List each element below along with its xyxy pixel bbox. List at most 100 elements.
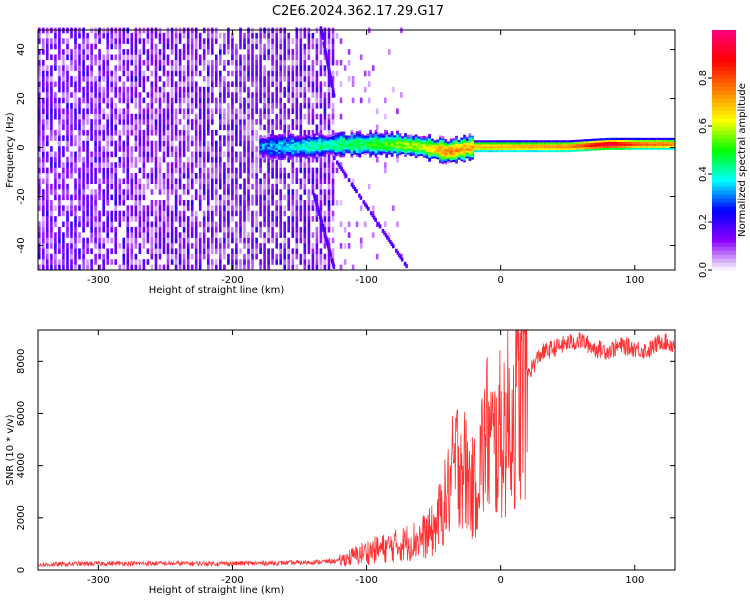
spectrogram-cell	[637, 145, 641, 148]
spectrogram-cell	[401, 144, 405, 147]
spectrogram-cell	[118, 54, 122, 61]
spectrogram-cell	[332, 264, 336, 269]
spectrogram-cell	[126, 103, 130, 109]
spectrogram-cell	[118, 146, 122, 152]
spectrogram-cell	[146, 54, 150, 61]
spectrogram-cell	[267, 97, 270, 104]
colorbar-segment	[712, 150, 736, 155]
spectrogram-cell	[42, 151, 45, 158]
spectrogram-cell	[275, 59, 278, 66]
spectrogram-cell	[154, 59, 158, 66]
spectrogram-cell	[243, 232, 246, 238]
colorbar-tick-label: 0.0	[698, 262, 709, 278]
spectrogram-cell	[118, 32, 122, 39]
spectrogram-cell	[178, 200, 182, 206]
spectrogram-cell	[307, 129, 311, 136]
spectrogram-cell	[227, 221, 230, 228]
spectrogram-cell	[433, 140, 437, 143]
colorbar-segment	[712, 154, 736, 159]
spectrogram-cell	[551, 144, 555, 147]
spectrogram-cell	[86, 259, 89, 265]
spectrogram-cell	[318, 156, 322, 159]
spectrogram-cell	[439, 161, 442, 164]
spectrogram-cell	[178, 140, 182, 147]
spectrogram-cell	[251, 49, 254, 55]
spectrogram-cell	[202, 248, 206, 254]
spectrogram-cell	[371, 137, 375, 140]
spectrogram-cell	[396, 250, 400, 255]
spectrogram-cell	[327, 43, 331, 50]
spectrogram-cell	[90, 119, 93, 125]
spectrogram-cell	[231, 210, 234, 217]
spectrogram-cell	[287, 205, 290, 211]
spectrogram-cell	[231, 49, 234, 55]
spectrogram-cell	[114, 70, 117, 77]
spectrogram-cell	[331, 76, 335, 82]
spectrogram-cell	[575, 147, 579, 150]
spectrogram-cell	[291, 151, 295, 154]
spectrogram-cell	[186, 140, 190, 147]
spectrogram-cell	[460, 149, 464, 152]
spectrogram-cell	[481, 140, 485, 143]
spectrogram-cell	[672, 147, 676, 150]
spectrogram-cell	[190, 140, 194, 147]
spectrogram-cell	[295, 38, 299, 44]
spectrogram-cell	[275, 178, 278, 184]
spectrogram-cell	[412, 135, 415, 138]
spectrogram-cell	[381, 228, 385, 233]
spectrogram-cell	[106, 38, 109, 44]
spectrogram-cell	[223, 32, 226, 39]
spectrogram-cell	[207, 119, 210, 125]
spectrogram-cell	[327, 221, 331, 228]
spectrogram-cell	[54, 216, 57, 222]
spectrogram-cell	[122, 146, 126, 152]
spectrogram-cell	[70, 49, 73, 55]
spectrogram-cell	[315, 243, 319, 249]
spectrogram-cell	[307, 248, 311, 254]
spectrogram-cell	[182, 70, 186, 77]
spectrogram-cell	[629, 139, 633, 142]
spectrogram-cell	[359, 54, 363, 61]
colorbar-segment	[712, 194, 736, 199]
spectrogram-cell	[202, 146, 206, 152]
spectrogram-cell	[312, 157, 316, 160]
spectrogram-cell	[94, 97, 97, 104]
spectrogram-cell	[355, 143, 359, 146]
spectrogram-cell	[74, 259, 77, 265]
spectrogram-cell	[460, 159, 464, 162]
spectrogram-cell	[219, 210, 222, 217]
spectrogram-cell	[667, 141, 670, 144]
spectrogram-cell	[166, 167, 170, 174]
spectrogram-cell	[428, 157, 431, 160]
spectrogram-cell	[154, 32, 158, 39]
spectrogram-cell	[58, 97, 61, 104]
spectrogram-cell	[514, 144, 517, 147]
spectrogram-cell	[323, 156, 327, 163]
spectrogram-cell	[154, 178, 158, 184]
spectrogram-cell	[182, 216, 186, 222]
spectrogram-cell	[231, 194, 234, 201]
spectrogram-cell	[82, 76, 85, 82]
spectrogram-cell	[138, 146, 142, 152]
spectrogram-cell	[239, 43, 242, 50]
spectrogram-cell	[58, 135, 61, 141]
spectrogram-cell	[401, 138, 405, 141]
spectrogram-cell	[307, 155, 311, 158]
spectrogram-cell	[417, 154, 421, 157]
spectrogram-cell	[90, 226, 93, 233]
spectrogram-cell	[94, 221, 97, 228]
spectrogram-cell	[414, 150, 418, 153]
spectrogram-cell	[134, 70, 138, 77]
spectrogram-cell	[255, 200, 258, 206]
spectrogram-cell	[215, 103, 218, 109]
spectrogram-cell	[198, 200, 202, 206]
spectrogram-cell	[247, 232, 250, 238]
spectrogram-cell	[319, 97, 323, 104]
spectrogram-cell	[66, 259, 69, 265]
spectrogram-cell	[38, 38, 41, 44]
spectrogram-cell	[310, 154, 313, 157]
spectrogram-cell	[645, 137, 649, 140]
colorbar-segment	[712, 198, 736, 203]
spectrogram-cell	[170, 81, 174, 87]
spectrogram-cell	[409, 148, 413, 151]
